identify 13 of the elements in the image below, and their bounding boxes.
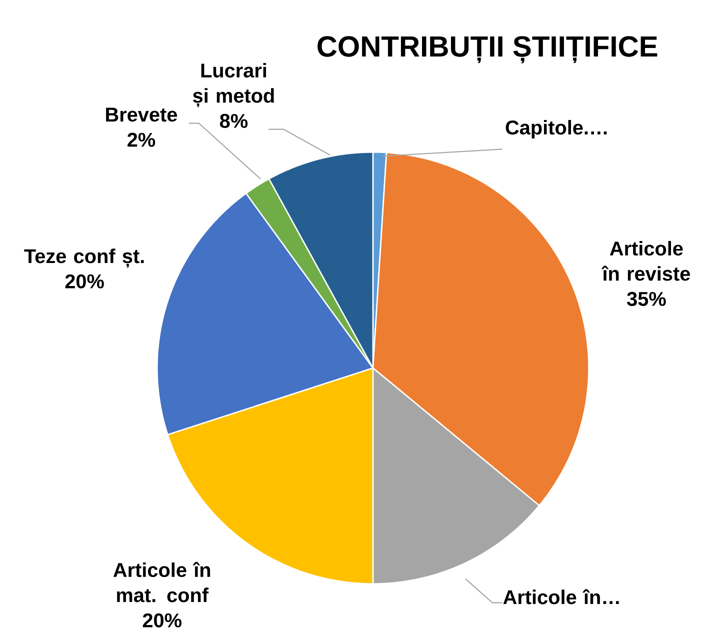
data-label: 2% xyxy=(128,132,156,147)
slice-label: Capitole.… xyxy=(506,120,607,138)
slice-label: Brevete xyxy=(106,108,178,122)
slice-label: Articole în reviste xyxy=(601,240,690,281)
slice-label: Articole în… xyxy=(503,588,619,604)
data-label: 8% xyxy=(220,114,248,128)
slice-label: Teze conf șt. xyxy=(24,248,144,268)
chart-title: CONTRIBUȚII ȘTIIȚIFICE xyxy=(318,36,658,64)
slice-label: Lucrari și metod xyxy=(192,62,274,107)
data-label: 20% xyxy=(65,274,104,288)
data-label: 35% xyxy=(627,292,666,306)
data-label: 20% xyxy=(142,613,182,628)
slice-label: Articole în mat. conf xyxy=(113,562,210,602)
